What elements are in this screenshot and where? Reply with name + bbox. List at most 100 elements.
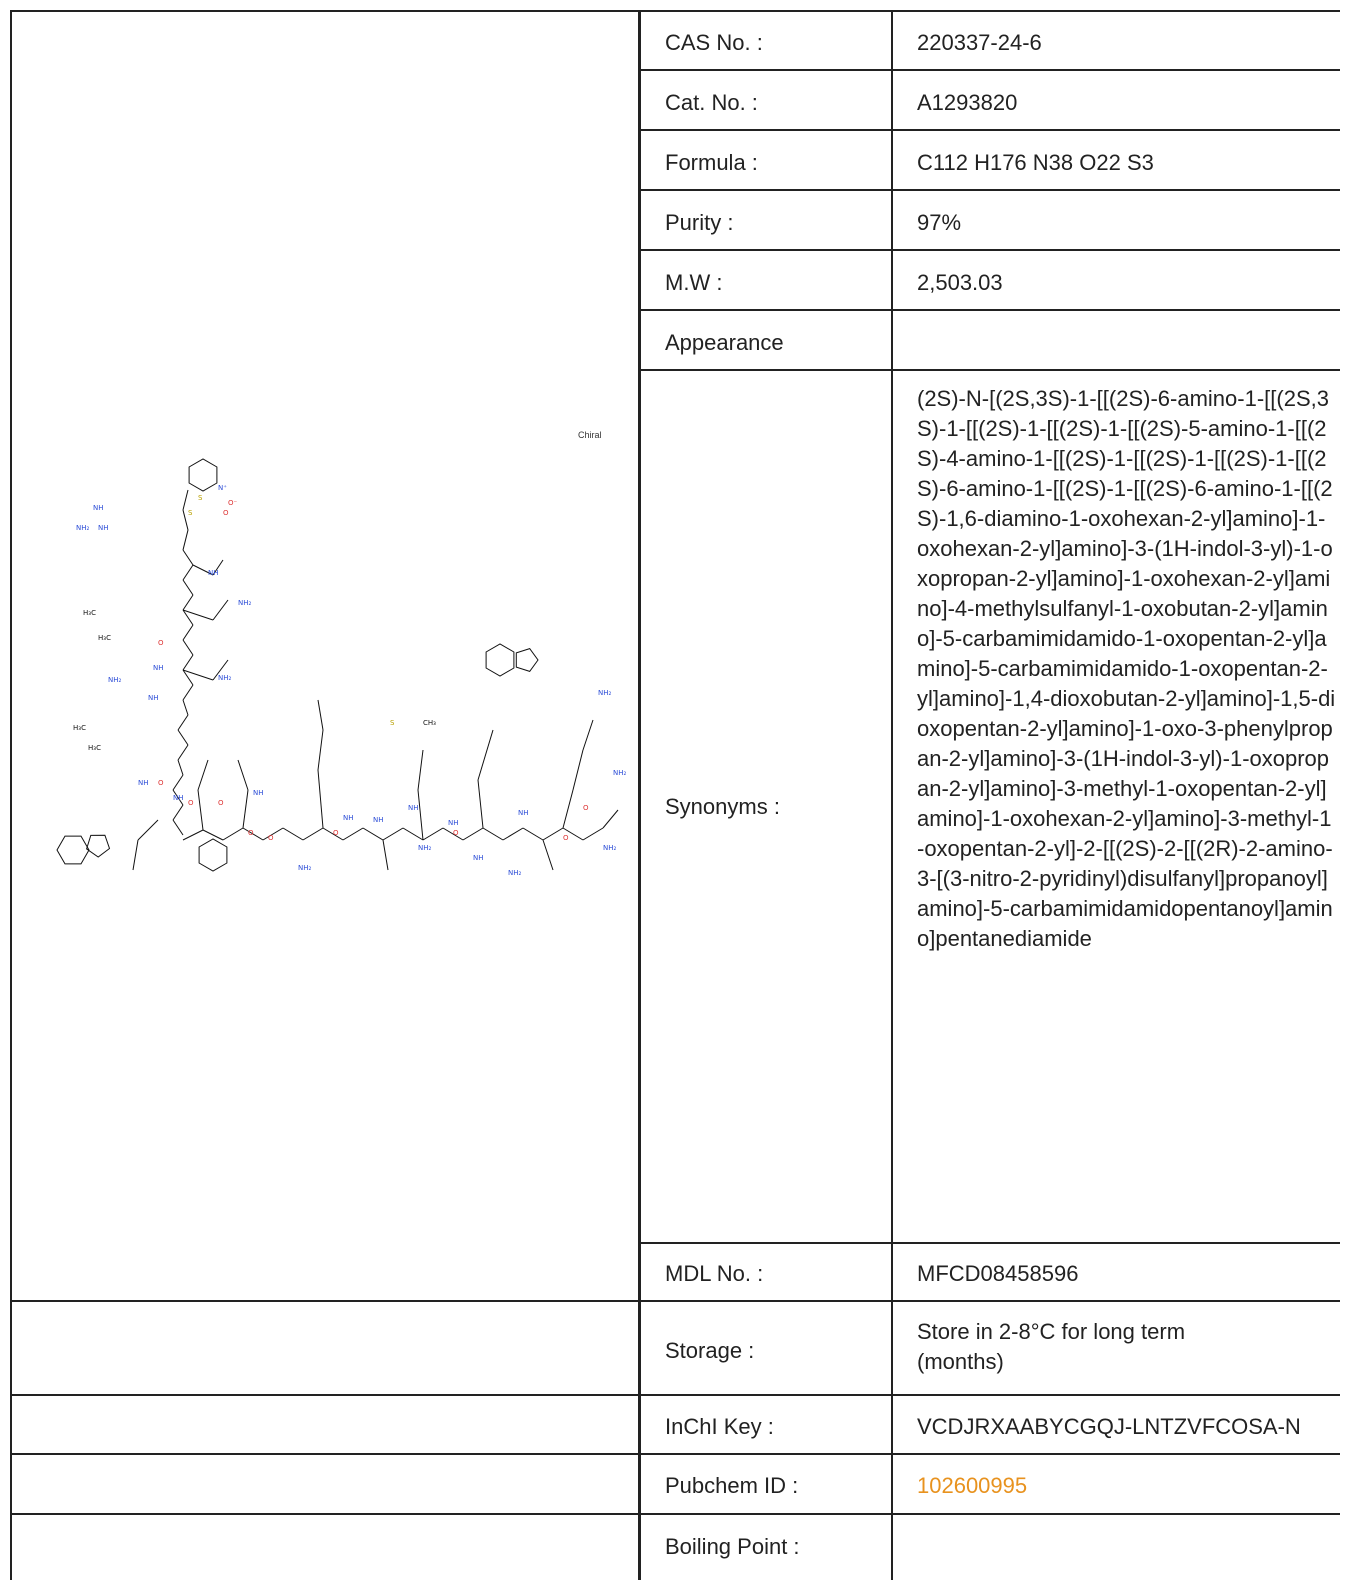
outer-top-border bbox=[10, 10, 1340, 12]
structure-bonds bbox=[132, 489, 619, 871]
bond bbox=[197, 759, 209, 791]
bond bbox=[382, 827, 404, 841]
bond bbox=[182, 489, 189, 511]
bond bbox=[212, 659, 229, 681]
purity-label: Purity : bbox=[665, 210, 734, 235]
atom-label: S bbox=[198, 494, 203, 502]
atom-label: O bbox=[333, 829, 339, 837]
bond bbox=[182, 579, 194, 596]
atom-label: NH₂ bbox=[76, 524, 90, 532]
row-divider bbox=[640, 309, 1340, 311]
chiral-label: Chiral bbox=[578, 430, 602, 440]
bond bbox=[182, 529, 189, 551]
aromatic-ring bbox=[515, 648, 539, 672]
atom-label: NH bbox=[373, 816, 384, 824]
atom-label: NH₂ bbox=[218, 674, 232, 682]
mdl-label: MDL No. : bbox=[665, 1261, 764, 1286]
bond bbox=[422, 827, 444, 841]
mw-value: 2,503.03 bbox=[917, 270, 1003, 295]
product-spec-table: CAS No. : Cat. No. : Formula : Purity : … bbox=[10, 10, 1340, 1580]
aromatic-ring bbox=[188, 458, 218, 492]
bond bbox=[402, 827, 424, 841]
atom-label: S bbox=[188, 509, 193, 517]
bond bbox=[177, 744, 189, 761]
bond bbox=[442, 827, 464, 841]
atom-label: O bbox=[218, 799, 224, 807]
bond bbox=[172, 804, 184, 821]
bond bbox=[522, 827, 544, 841]
bond bbox=[177, 759, 184, 776]
atom-label: NH bbox=[208, 569, 219, 577]
row-divider-full bbox=[10, 1513, 1340, 1515]
bond bbox=[317, 769, 324, 829]
inchi-key-label: InChI Key : bbox=[665, 1414, 774, 1439]
row-divider-full bbox=[10, 1394, 1340, 1396]
synonyms-label: Synonyms : bbox=[665, 794, 780, 819]
cat-label: Cat. No. : bbox=[665, 90, 758, 115]
row-divider bbox=[640, 69, 1340, 71]
atom-label: NH bbox=[138, 779, 149, 787]
bond bbox=[182, 594, 194, 611]
atom-label: O bbox=[188, 799, 194, 807]
atom-label: NH bbox=[148, 694, 159, 702]
atom-label: H₃C bbox=[88, 744, 101, 752]
atom-label: O bbox=[563, 834, 569, 842]
bond bbox=[482, 827, 504, 841]
storage-value: Store in 2-8°C for long term (months) bbox=[917, 1319, 1186, 1374]
pubchem-id-label: Pubchem ID : bbox=[665, 1473, 799, 1498]
row-divider bbox=[640, 129, 1340, 131]
atom-label: O bbox=[158, 639, 164, 647]
bond bbox=[212, 599, 229, 621]
atom-label: O bbox=[223, 509, 229, 517]
bond bbox=[382, 839, 389, 871]
bond bbox=[562, 789, 574, 829]
bond bbox=[182, 829, 204, 841]
atom-label: O bbox=[268, 834, 274, 842]
atom-label: NH bbox=[173, 794, 184, 802]
bond bbox=[182, 654, 194, 671]
atom-label: NH₂ bbox=[613, 769, 627, 777]
bond bbox=[562, 827, 584, 841]
bond bbox=[242, 789, 249, 829]
bond bbox=[262, 827, 284, 841]
bond bbox=[362, 827, 384, 841]
bond bbox=[172, 774, 184, 791]
storage-label: Storage : bbox=[665, 1338, 755, 1363]
boiling-point-label: Boiling Point : bbox=[665, 1534, 800, 1559]
bond bbox=[177, 714, 189, 731]
inchi-key-value: VCDJRXAABYCGQJ-LNTZVFCOSA-N bbox=[917, 1414, 1301, 1439]
bond bbox=[182, 609, 214, 621]
mw-label: M.W : bbox=[665, 270, 723, 295]
row-divider bbox=[640, 189, 1340, 191]
bond bbox=[197, 789, 204, 831]
aromatic-ring bbox=[56, 835, 90, 865]
cas-value: 220337-24-6 bbox=[917, 30, 1042, 55]
bond bbox=[237, 759, 249, 791]
pubchem-id-link[interactable]: 102600995 bbox=[917, 1473, 1028, 1498]
bond bbox=[212, 559, 224, 576]
atom-label: NH bbox=[473, 854, 484, 862]
mdl-value: MFCD08458596 bbox=[917, 1261, 1079, 1286]
formula-value: C112 H176 N38 O22 S3 bbox=[917, 150, 1154, 175]
atom-label: O bbox=[158, 779, 164, 787]
atom-label: NH₂ bbox=[298, 864, 312, 872]
atom-label: NH bbox=[448, 819, 459, 827]
row-divider bbox=[640, 369, 1340, 371]
atom-label: NH bbox=[93, 504, 104, 512]
atom-label: H₃C bbox=[83, 609, 96, 617]
atom-label: NH₂ bbox=[598, 689, 612, 697]
bond bbox=[137, 819, 159, 841]
bond bbox=[342, 827, 364, 841]
bond bbox=[172, 789, 184, 806]
purity-value: 97% bbox=[917, 210, 962, 235]
outer-left-border bbox=[10, 10, 12, 1580]
atom-label: NH bbox=[98, 524, 109, 532]
bond bbox=[202, 829, 224, 841]
bond bbox=[302, 827, 324, 841]
bond bbox=[182, 509, 189, 531]
atom-label: NH bbox=[153, 664, 164, 672]
atom-label: NH bbox=[253, 789, 264, 797]
bond bbox=[182, 564, 194, 581]
structure-rings bbox=[56, 458, 539, 872]
